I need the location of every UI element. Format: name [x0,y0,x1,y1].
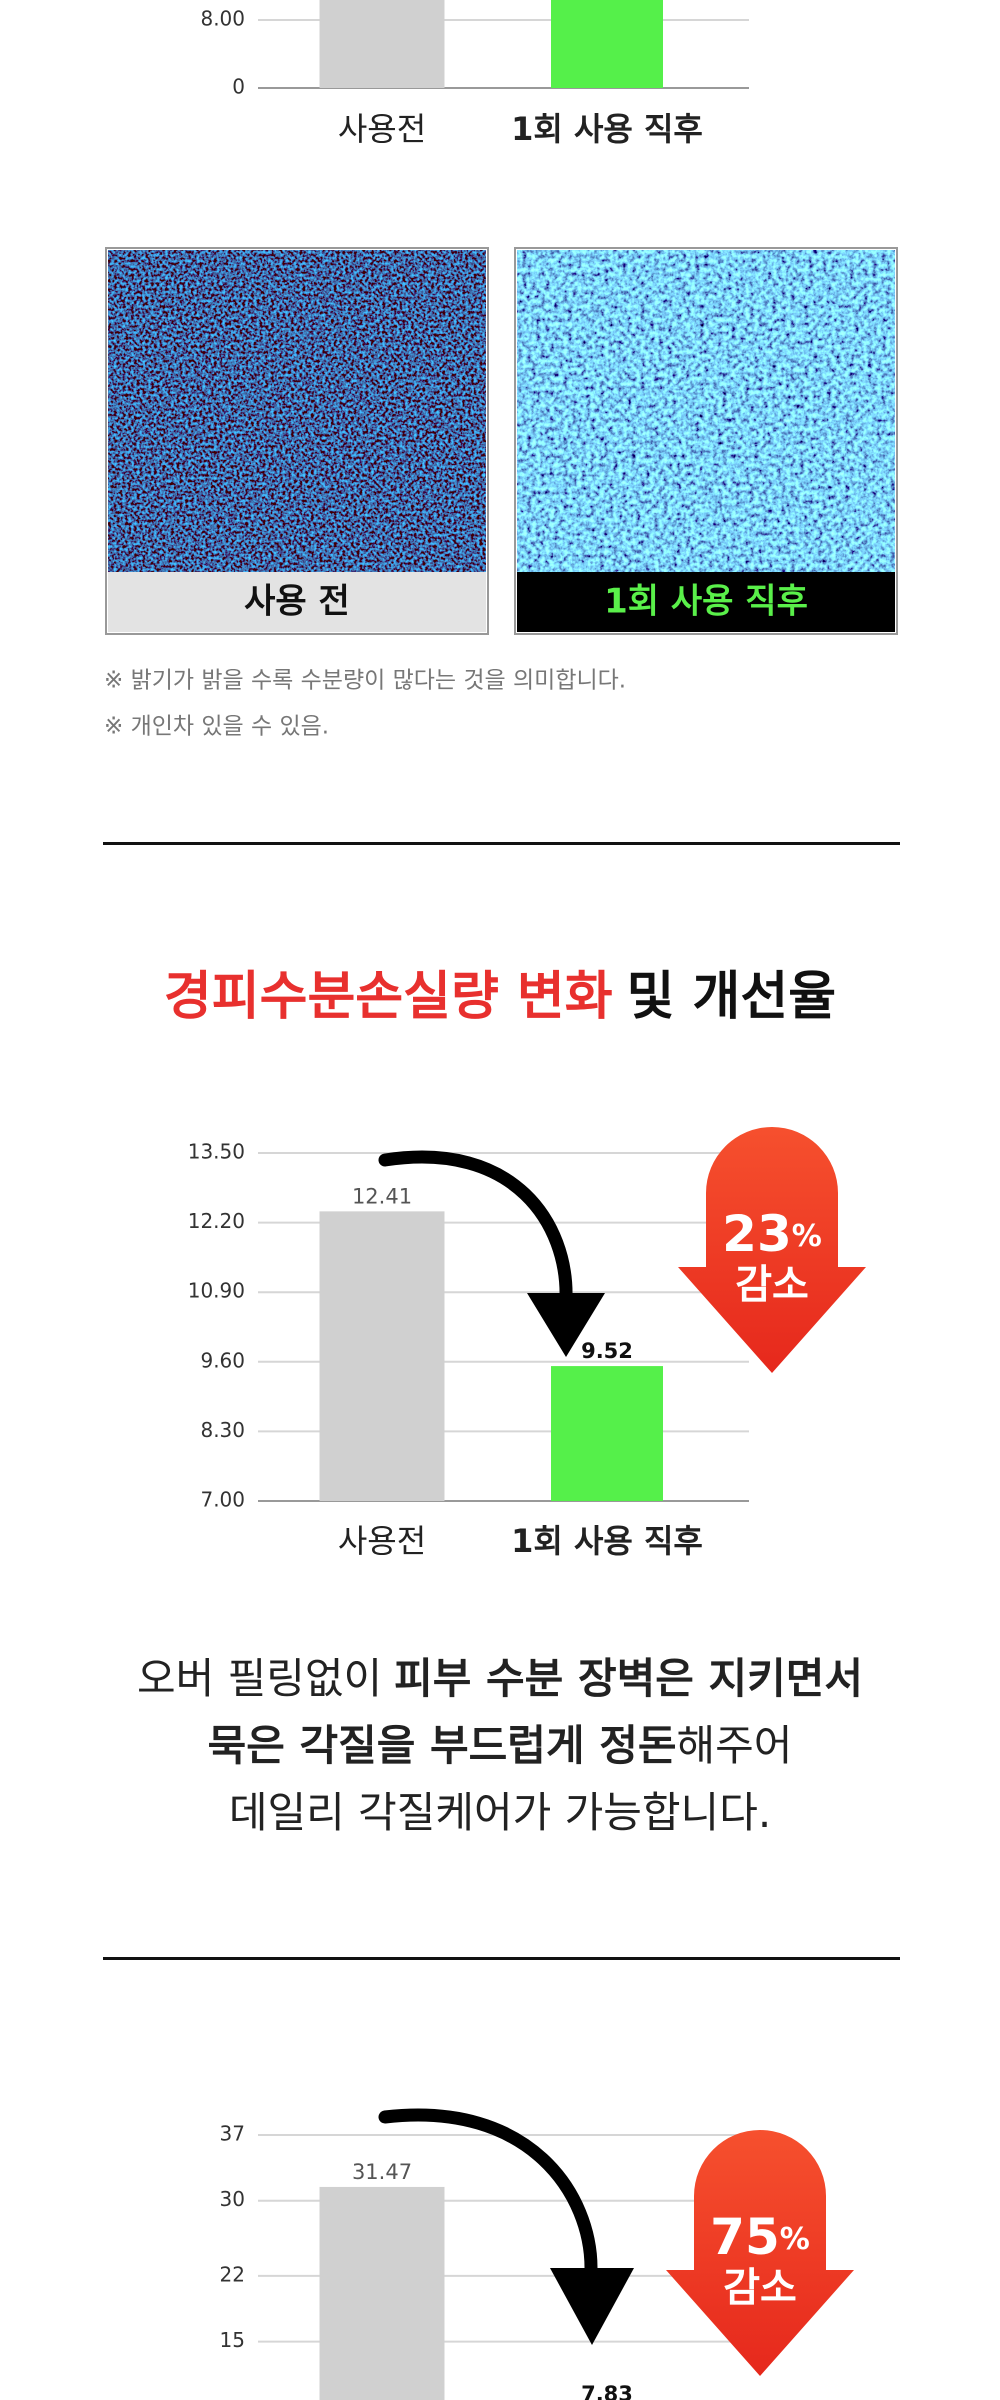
badge-label: 감소 [735,1262,809,1308]
value-label: 12.41 [352,1184,412,1208]
y-tick-label: 37 [220,2122,245,2146]
arrow-head [550,2268,634,2345]
bar-clipped [551,0,663,88]
before-label-bg [108,572,486,632]
bar-clipped [319,0,445,88]
arrow-head [527,1293,605,1357]
arrow-curve [378,1150,573,1305]
badge-unit: % [792,1219,822,1254]
y-tick-label: 10.90 [188,1279,245,1303]
y-tick-label: 7.00 [200,1488,245,1512]
note: ※ 개인차 있을 수 있음. [104,714,329,740]
y-tick-label: 8.00 [200,7,245,31]
arrow-curve [378,2108,598,2277]
bar [551,1366,663,1501]
section-title: 경피수분손실량 변화 및 개선율 [164,967,836,1027]
badge-label: 감소 [723,2265,797,2311]
value-label: 31.47 [352,2160,412,2184]
y-tick-label: 9.60 [200,1348,245,1372]
after-label: 1회 사용 직후 [604,582,808,622]
before-image [108,250,486,572]
bar [319,1211,445,1501]
bar [319,2186,445,2400]
x-tick-label: 사용전 [338,1522,426,1560]
y-tick-label: 12.20 [188,1209,245,1233]
before-label: 사용 전 [244,582,350,622]
badge [678,1127,866,1373]
divider [103,842,900,845]
note: ※ 밝기가 밝을 수록 수분량이 많다는 것을 의미합니다. [104,668,626,694]
image-compare: 사용 전 1회 사용 직후 [105,247,898,635]
badge-value: 23% [722,1205,822,1263]
badge-number: 23 [722,1205,792,1263]
x-tick-label: 사용전 [338,110,426,148]
y-tick-label: 15 [220,2328,245,2352]
description-segment: 데일리 각질케어가 가능합니다. [229,1788,771,1837]
y-tick-label: 13.50 [188,1140,245,1164]
description-line: 데일리 각질케어가 가능합니다. [229,1788,771,1837]
value-label: 9.52 [581,1339,633,1363]
value-label: 7.83 [581,2382,633,2400]
description-segment: 피부 수분 장벽은 지키면서 [394,1654,863,1703]
charts: 8.00 0 사용전 1회 사용 직후 13.50 12.20 10.90 9.60 8.30 7… [188,0,866,2400]
badge-value: 75% [710,2208,810,2266]
y-tick-label: 22 [220,2262,245,2286]
y-tick-label: 30 [220,2187,245,2211]
description-segment: 묵은 각질을 부드럽게 정돈 [208,1721,677,1770]
y-tick-label: 7.5 [213,2399,245,2400]
badge-number: 75 [710,2208,780,2266]
badge [666,2130,854,2376]
x-tick-label: 1회 사용 직후 [511,1522,703,1560]
y-tick-label: 0 [232,75,245,99]
description-line: 오버 필링없이 피부 수분 장벽은 지키면서 [137,1654,863,1703]
x-tick-label: 1회 사용 직후 [511,110,703,148]
after-label-bg [517,572,895,632]
after-image [517,250,895,572]
description-segment: 해주어 [677,1721,793,1770]
title-rest: 및 개선율 [627,967,836,1027]
description-line: 묵은 각질을 부드럽게 정돈해주어 [208,1721,793,1770]
y-tick-label: 8.30 [200,1418,245,1442]
divider [103,1957,900,1960]
description-segment: 오버 필링없이 [137,1654,382,1703]
title-highlight: 경피수분손실량 변화 [164,967,613,1027]
badge-unit: % [780,2222,810,2257]
